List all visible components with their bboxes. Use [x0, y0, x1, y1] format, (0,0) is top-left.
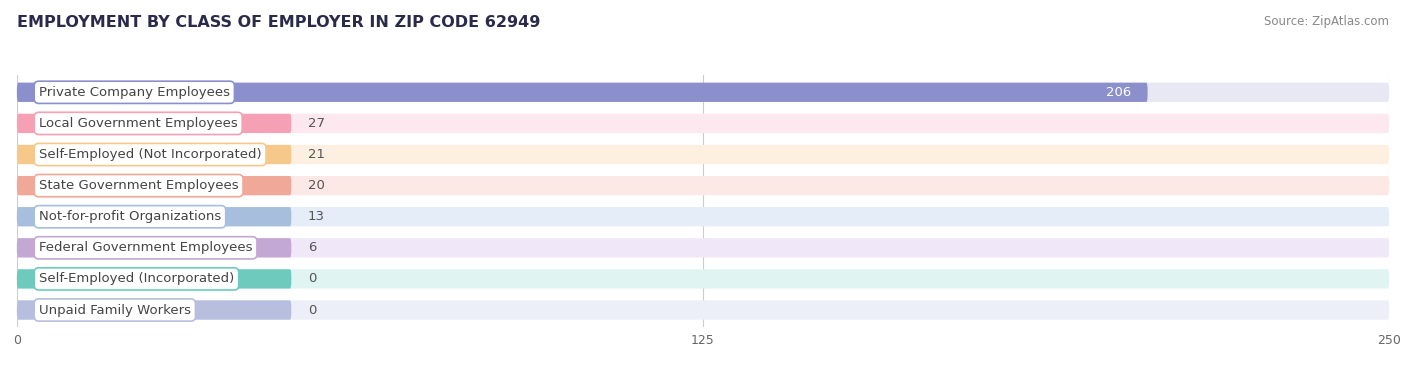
FancyBboxPatch shape [17, 83, 1147, 102]
Text: Self-Employed (Not Incorporated): Self-Employed (Not Incorporated) [39, 148, 262, 161]
FancyBboxPatch shape [17, 300, 291, 320]
FancyBboxPatch shape [17, 114, 1389, 133]
Text: Local Government Employees: Local Government Employees [39, 117, 238, 130]
Text: Unpaid Family Workers: Unpaid Family Workers [39, 303, 191, 317]
FancyBboxPatch shape [17, 269, 291, 288]
Text: 20: 20 [308, 179, 325, 192]
Text: 27: 27 [308, 117, 325, 130]
Text: EMPLOYMENT BY CLASS OF EMPLOYER IN ZIP CODE 62949: EMPLOYMENT BY CLASS OF EMPLOYER IN ZIP C… [17, 15, 540, 30]
Text: 0: 0 [308, 303, 316, 317]
Text: 6: 6 [308, 241, 316, 254]
Text: Not-for-profit Organizations: Not-for-profit Organizations [39, 210, 221, 223]
Text: Source: ZipAtlas.com: Source: ZipAtlas.com [1264, 15, 1389, 28]
FancyBboxPatch shape [17, 145, 1389, 164]
Text: 206: 206 [1107, 86, 1132, 99]
FancyBboxPatch shape [17, 238, 291, 258]
Text: Federal Government Employees: Federal Government Employees [39, 241, 252, 254]
FancyBboxPatch shape [17, 83, 1389, 102]
Text: Self-Employed (Incorporated): Self-Employed (Incorporated) [39, 273, 233, 285]
Text: State Government Employees: State Government Employees [39, 179, 239, 192]
Text: 21: 21 [308, 148, 325, 161]
Text: 0: 0 [308, 273, 316, 285]
Text: 13: 13 [308, 210, 325, 223]
FancyBboxPatch shape [17, 176, 1389, 195]
FancyBboxPatch shape [17, 145, 291, 164]
FancyBboxPatch shape [17, 114, 291, 133]
FancyBboxPatch shape [17, 207, 291, 226]
FancyBboxPatch shape [17, 176, 291, 195]
FancyBboxPatch shape [17, 238, 1389, 258]
FancyBboxPatch shape [17, 300, 1389, 320]
FancyBboxPatch shape [17, 207, 1389, 226]
FancyBboxPatch shape [17, 269, 1389, 288]
Text: Private Company Employees: Private Company Employees [39, 86, 229, 99]
